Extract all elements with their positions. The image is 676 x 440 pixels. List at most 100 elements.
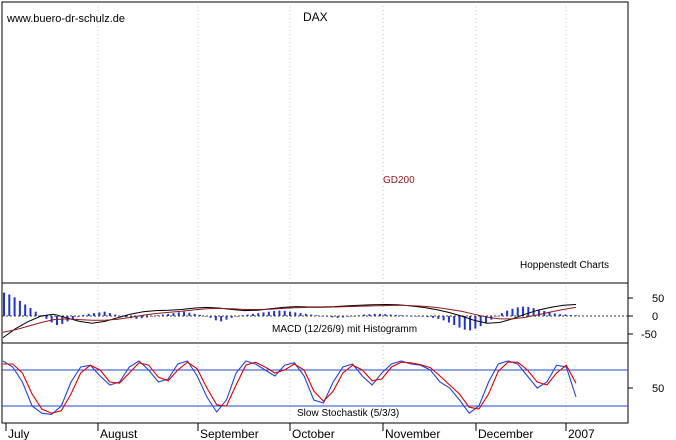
macd-histogram-bar bbox=[326, 316, 329, 317]
price-frame bbox=[1, 1, 629, 284]
month-label: July bbox=[8, 427, 29, 440]
axes: July August September October November Decemb… bbox=[5, 293, 664, 440]
macd-histogram-bar bbox=[214, 316, 217, 321]
macd-histogram-bar bbox=[516, 307, 519, 316]
macd-histogram-bar bbox=[267, 311, 270, 316]
macd-histogram-bar bbox=[93, 313, 96, 316]
macd-histogram-bar bbox=[119, 316, 122, 317]
macd-histogram-bar bbox=[98, 312, 101, 316]
macd-histogram-bar bbox=[3, 292, 5, 316]
macd-histogram-bar bbox=[458, 316, 461, 328]
month-label: 2007 bbox=[568, 427, 595, 440]
macd-histogram-bar bbox=[146, 316, 148, 318]
macd-histogram-bar bbox=[55, 316, 58, 325]
macd-histogram-bar bbox=[283, 310, 286, 316]
macd-histogram-bar bbox=[61, 316, 64, 324]
macd-histogram-bar bbox=[553, 313, 556, 316]
month-label: December bbox=[478, 427, 533, 440]
macd-histogram-bar bbox=[225, 316, 228, 320]
macd-histogram-bar bbox=[278, 310, 281, 316]
macd-histogram-bar bbox=[71, 316, 74, 319]
macd-histogram-bar bbox=[304, 313, 307, 316]
panel-frames bbox=[1, 1, 629, 424]
stoch-title: Slow Stochastik (5/3/3) bbox=[297, 408, 399, 419]
macd-histogram-bar bbox=[114, 314, 117, 316]
stoch-d-line bbox=[3, 361, 577, 414]
macd-histogram-bar bbox=[569, 314, 572, 316]
macd-histogram-bar bbox=[18, 300, 21, 316]
macd-histogram-bar bbox=[379, 313, 382, 316]
macd-histogram-bar bbox=[432, 316, 434, 318]
macd-histogram-bar bbox=[463, 316, 466, 330]
macd-histogram-bar bbox=[108, 313, 111, 316]
macd-histogram-bar bbox=[426, 316, 429, 318]
macd-histogram-bar bbox=[220, 316, 223, 322]
month-label: October bbox=[292, 427, 335, 440]
macd-tick-label: 50 bbox=[652, 293, 664, 305]
macd-histogram-bar bbox=[421, 316, 424, 317]
macd-histogram-bar bbox=[453, 316, 456, 325]
macd-histogram-bar bbox=[357, 315, 360, 316]
macd-histogram-bar bbox=[13, 297, 16, 316]
macd-histogram-bar bbox=[82, 314, 85, 316]
macd-histogram-bar bbox=[50, 316, 53, 323]
macd-histogram-bar bbox=[209, 316, 212, 318]
macd-histogram-bar bbox=[198, 314, 201, 316]
macd-histogram-bar bbox=[77, 316, 80, 317]
macd-histogram-bar bbox=[8, 294, 11, 316]
macd-histogram-bar bbox=[410, 316, 413, 317]
macd-histogram-bar bbox=[124, 316, 127, 318]
macd-histogram-bar bbox=[177, 312, 180, 316]
macd-histogram-bar bbox=[299, 313, 302, 316]
macd-histogram-bar bbox=[204, 316, 207, 317]
macd-histogram-bar bbox=[400, 315, 403, 316]
macd-histogram-bar bbox=[262, 312, 265, 316]
macd-histogram-bar bbox=[140, 316, 143, 319]
macd-histogram-bar bbox=[289, 311, 291, 316]
macd-histogram-bar bbox=[484, 316, 487, 324]
macd-histogram-bar bbox=[532, 308, 535, 316]
macd-histogram-bar bbox=[442, 316, 445, 321]
month-label: September bbox=[200, 427, 259, 440]
macd-histogram-bar bbox=[437, 316, 440, 319]
macd-panel bbox=[2, 292, 628, 339]
macd-histogram-bar bbox=[469, 316, 472, 331]
macd-histogram-bar bbox=[527, 307, 530, 316]
macd-histogram-bar bbox=[87, 313, 90, 316]
macd-histogram-bar bbox=[506, 310, 509, 316]
macd-histogram-bar bbox=[511, 308, 514, 316]
month-label: August bbox=[100, 427, 138, 440]
gd200-label: GD200 bbox=[383, 175, 415, 186]
macd-histogram-bar bbox=[29, 308, 32, 316]
macd-histogram-bar bbox=[246, 314, 249, 316]
macd-signal-line bbox=[2, 304, 577, 333]
macd-histogram-bar bbox=[320, 316, 323, 317]
macd-histogram-bar bbox=[151, 316, 154, 317]
month-label: November bbox=[385, 427, 440, 440]
macd-histogram-bar bbox=[34, 311, 37, 316]
macd-histogram-bar bbox=[384, 314, 387, 316]
stoch-k-line bbox=[2, 360, 577, 415]
macd-histogram-bar bbox=[251, 313, 254, 316]
macd-histogram-bar bbox=[341, 316, 344, 318]
macd-histogram-bar bbox=[352, 316, 355, 317]
hoppenstedt-credit: Hoppenstedt Charts bbox=[520, 260, 609, 271]
macd-histogram-bar bbox=[447, 316, 450, 323]
macd-histogram-bar bbox=[363, 314, 366, 316]
macd-histogram-bar bbox=[347, 316, 350, 317]
macd-tick-label: 0 bbox=[652, 311, 658, 323]
macd-histogram-bar bbox=[389, 314, 392, 316]
macd-histogram-bar bbox=[537, 309, 540, 316]
macd-histogram-bar bbox=[188, 312, 191, 316]
macd-title: MACD (12/26/9) mit Histogramm bbox=[272, 324, 417, 335]
macd-histogram-bar bbox=[575, 315, 577, 316]
macd-histogram-bar bbox=[273, 310, 276, 316]
macd-histogram-bar bbox=[310, 314, 313, 316]
macd-line bbox=[2, 303, 577, 339]
macd-histogram-bar bbox=[135, 316, 138, 319]
stoch-frame bbox=[1, 342, 629, 424]
macd-histogram-bar bbox=[193, 313, 196, 316]
macd-histogram-bar bbox=[479, 316, 482, 327]
macd-histogram-bar bbox=[241, 315, 244, 316]
